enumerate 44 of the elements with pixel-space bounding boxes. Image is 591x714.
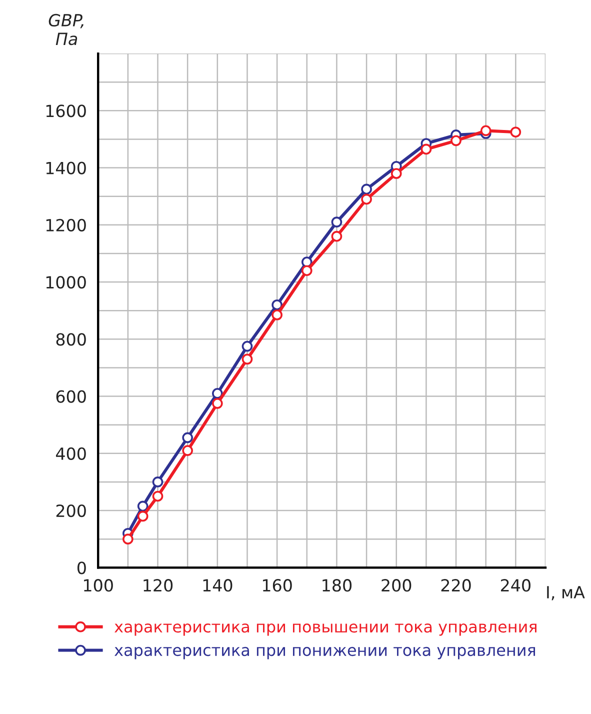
- y-tick-label: 1200: [46, 218, 86, 232]
- point: [212, 398, 223, 409]
- point: [390, 168, 402, 179]
- y-tick-label: 400: [56, 447, 86, 460]
- point: [361, 184, 372, 195]
- point: [152, 476, 164, 488]
- point: [242, 340, 253, 352]
- x-tick-label: 220: [441, 579, 471, 592]
- point: [510, 126, 522, 138]
- x-tick-label: 120: [144, 579, 173, 592]
- x-tick-label: 180: [322, 579, 352, 592]
- point: [182, 432, 193, 444]
- x-tick-label: 200: [382, 579, 412, 592]
- y-tick-label: 0: [77, 562, 86, 574]
- legend-label: характеристика при понижении тока управления: [114, 646, 536, 660]
- point: [480, 125, 492, 136]
- point: [361, 194, 372, 205]
- point: [301, 265, 312, 276]
- point: [272, 309, 282, 320]
- legend-label: характеристика при повышении тока управления: [114, 623, 536, 636]
- point: [137, 510, 148, 522]
- x-tick-label: 140: [203, 579, 232, 592]
- point: [450, 135, 462, 146]
- x-tick-label: 160: [262, 579, 292, 592]
- x-tick-label: 240: [500, 579, 530, 592]
- y-tick-label: 1400: [46, 162, 86, 174]
- y-tick-label: 1600: [46, 104, 86, 118]
- point: [331, 230, 342, 242]
- y-tick-label: 200: [56, 504, 86, 518]
- point: [137, 500, 148, 512]
- y-tick-label: 1000: [46, 276, 86, 289]
- y-tick-label: 800: [56, 333, 86, 346]
- point: [331, 216, 342, 228]
- point: [122, 534, 134, 544]
- y-tick-label: 600: [56, 390, 86, 403]
- x-tick-label: 100: [84, 579, 113, 592]
- x-axis-title: I, мА: [547, 586, 585, 600]
- point: [242, 354, 253, 365]
- point: [152, 490, 164, 502]
- point: [420, 144, 432, 155]
- point: [212, 388, 223, 399]
- point: [182, 445, 193, 456]
- y-axis-title: GBP, Па: [48, 14, 84, 46]
- point: [272, 299, 282, 310]
